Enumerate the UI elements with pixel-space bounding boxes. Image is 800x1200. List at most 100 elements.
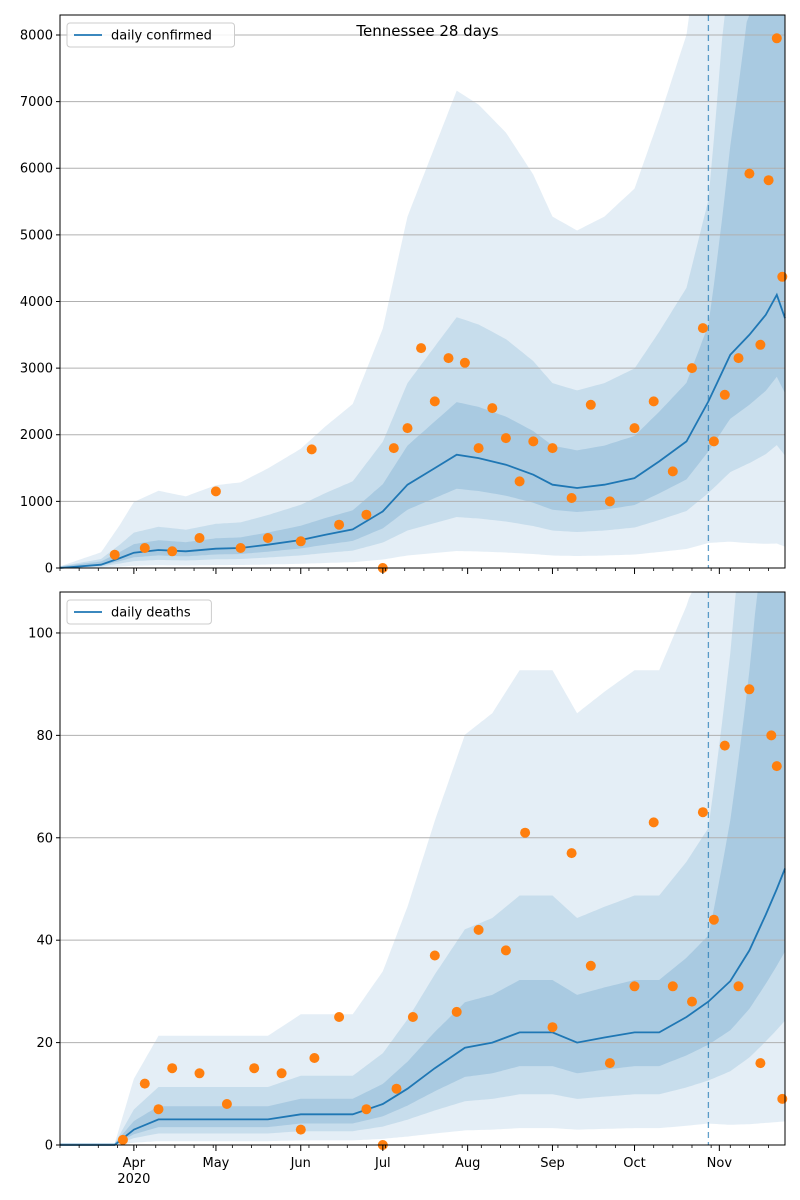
data-point — [771, 33, 782, 44]
data-point — [547, 443, 558, 454]
data-point — [719, 389, 730, 400]
y-tick-label: 6000 — [20, 162, 53, 177]
data-point — [167, 1063, 178, 1074]
data-point — [719, 740, 730, 751]
confidence-band — [60, 592, 785, 1145]
data-point — [547, 1022, 558, 1033]
y-tick-label: 4000 — [20, 295, 53, 310]
axes-frame — [59, 14, 786, 569]
x-axis-year-label: 2020 — [117, 1172, 150, 1187]
data-point — [429, 396, 440, 407]
panel-confirmed: 0 1000 2000 3000 4000 5000 6000 7000 8000 daily … — [20, 14, 788, 577]
confidence-band — [60, 592, 785, 1145]
confidence-band — [60, 15, 785, 568]
data-point — [153, 1104, 164, 1115]
data-point — [585, 960, 596, 971]
data-point — [262, 533, 273, 543]
data-point — [697, 807, 708, 818]
y-tick-label: 100 — [28, 626, 53, 641]
y-tick-label: 80 — [36, 729, 53, 744]
data-point — [687, 996, 697, 1007]
x-tick-label: Sep — [540, 1156, 565, 1171]
data-point — [361, 509, 372, 520]
data-point — [402, 423, 413, 434]
data-point — [334, 1012, 345, 1022]
data-point — [309, 1053, 320, 1063]
data-point — [443, 353, 454, 364]
x-tick-label: Aug — [455, 1156, 480, 1171]
data-point — [139, 1078, 150, 1089]
data-point — [194, 1068, 205, 1079]
legend-label: daily confirmed — [111, 29, 212, 44]
data-point — [629, 981, 640, 992]
data-point — [755, 339, 766, 350]
confidence-band — [60, 15, 785, 568]
data-point — [388, 443, 399, 454]
confidence-band — [60, 592, 785, 1145]
legend-box — [66, 22, 235, 48]
data-point — [473, 924, 484, 935]
data-point — [249, 1063, 260, 1074]
scatter-points — [117, 684, 788, 1150]
data-point — [520, 827, 531, 838]
y-tick-label: 20 — [36, 1036, 53, 1051]
chart-title: Tennessee 28 days — [355, 22, 498, 40]
data-point — [777, 1093, 788, 1104]
confidence-band — [60, 15, 785, 568]
data-point — [487, 403, 498, 414]
data-point — [459, 357, 470, 368]
data-point — [733, 981, 744, 992]
x-tick-label: Jul — [374, 1156, 391, 1171]
data-point — [334, 519, 345, 530]
data-point — [566, 493, 577, 503]
data-point — [708, 914, 719, 925]
data-point — [276, 1068, 287, 1079]
data-point — [295, 536, 306, 547]
data-point — [771, 761, 782, 772]
legend-label: daily deaths — [111, 606, 191, 621]
x-tick-label: Nov — [707, 1156, 733, 1171]
x-tick-label: May — [202, 1156, 229, 1171]
legend: daily confirmed — [66, 22, 235, 48]
data-point — [648, 396, 659, 407]
data-point — [429, 950, 440, 961]
data-point — [528, 436, 539, 447]
y-tick-label: 8000 — [20, 28, 53, 43]
data-point — [473, 443, 484, 454]
data-point — [500, 945, 511, 956]
x-tick-label: Jun — [290, 1156, 311, 1171]
data-point — [295, 1124, 306, 1135]
y-tick-label: 1000 — [20, 495, 53, 510]
data-point — [139, 543, 150, 553]
y-axis-ticks: 0 1000 2000 3000 4000 5000 6000 7000 8000 — [20, 28, 60, 577]
data-point — [744, 168, 755, 179]
y-tick-label: 0 — [45, 1139, 53, 1154]
x-axis-ticks — [59, 568, 769, 574]
series-line — [60, 868, 786, 1146]
y-tick-label: 2000 — [20, 428, 53, 443]
data-point — [629, 423, 640, 434]
confidence-bands — [60, 15, 785, 568]
data-point — [416, 343, 427, 354]
data-point — [391, 1083, 402, 1094]
data-point — [708, 436, 719, 447]
scatter-points — [109, 33, 788, 573]
data-point — [766, 730, 777, 741]
y-tick-label: 0 — [45, 562, 53, 577]
data-point — [744, 684, 755, 695]
y-tick-label: 60 — [36, 831, 53, 846]
data-point — [210, 486, 221, 497]
series-lines — [59, 292, 786, 569]
data-point — [585, 399, 596, 410]
axes-frame — [59, 591, 786, 1146]
data-point — [117, 1134, 128, 1145]
data-point — [763, 175, 774, 186]
data-point — [604, 496, 615, 507]
data-point — [514, 476, 525, 487]
data-point — [755, 1058, 766, 1069]
legend-box — [66, 599, 212, 625]
data-point — [306, 444, 317, 455]
data-point — [604, 1058, 615, 1069]
data-point — [235, 543, 246, 553]
